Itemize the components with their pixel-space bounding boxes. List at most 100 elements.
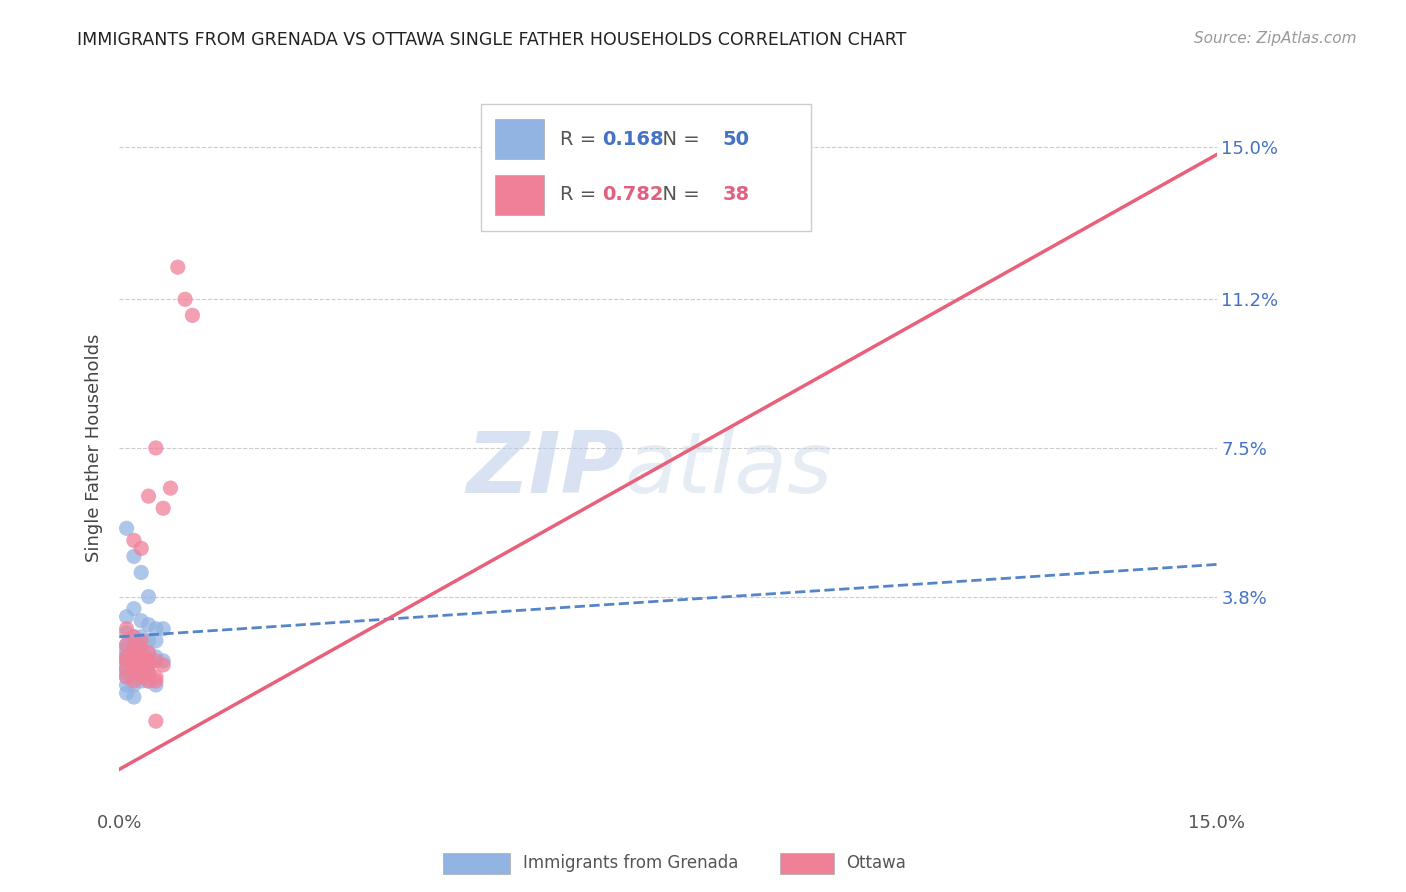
Point (129, 649, 152, 664)
Point (115, 638, 138, 652)
Point (138, 590, 160, 604)
Point (115, 662, 138, 676)
Point (145, 441, 167, 455)
Point (115, 625, 138, 640)
Point (138, 489, 160, 503)
Point (138, 617, 160, 632)
Point (115, 654, 138, 668)
Text: N =: N = (651, 186, 706, 204)
Point (115, 609, 138, 624)
Point (145, 633, 167, 648)
Point (145, 673, 167, 688)
Point (138, 673, 160, 688)
Point (129, 649, 152, 664)
Point (122, 630, 145, 644)
Point (138, 673, 160, 688)
Point (166, 260, 188, 275)
Point (115, 678, 138, 692)
Point (129, 657, 152, 672)
Point (122, 630, 145, 644)
Point (122, 657, 145, 672)
FancyBboxPatch shape (495, 120, 544, 159)
Y-axis label: Single Father Households: Single Father Households (86, 334, 103, 562)
Point (138, 657, 160, 672)
Text: R =: R = (561, 186, 603, 204)
Point (145, 649, 167, 664)
Point (138, 646, 160, 660)
Point (129, 541, 152, 556)
Point (138, 665, 160, 680)
Point (138, 654, 160, 668)
Point (152, 654, 174, 668)
Point (145, 678, 167, 692)
Point (115, 670, 138, 684)
Point (115, 654, 138, 668)
Point (181, 309, 204, 323)
Text: Ottawa: Ottawa (846, 855, 907, 872)
Point (115, 662, 138, 676)
Point (129, 665, 152, 680)
Point (115, 686, 138, 700)
Point (145, 670, 167, 684)
Point (122, 670, 145, 684)
Text: 0.782: 0.782 (602, 186, 664, 204)
Point (138, 654, 160, 668)
Text: Immigrants from Grenada: Immigrants from Grenada (523, 855, 738, 872)
Text: IMMIGRANTS FROM GRENADA VS OTTAWA SINGLE FATHER HOUSEHOLDS CORRELATION CHART: IMMIGRANTS FROM GRENADA VS OTTAWA SINGLE… (77, 31, 907, 49)
Point (122, 690, 145, 704)
Point (115, 638, 138, 652)
Point (115, 646, 138, 660)
Point (138, 646, 160, 660)
Point (115, 521, 138, 535)
Point (122, 654, 145, 668)
Point (159, 481, 181, 495)
Point (122, 641, 145, 656)
Text: 50: 50 (723, 129, 749, 149)
Point (145, 654, 167, 668)
Point (115, 622, 138, 636)
Text: 0.168: 0.168 (602, 129, 664, 149)
Point (174, 293, 197, 307)
Point (122, 646, 145, 660)
FancyBboxPatch shape (495, 175, 544, 215)
Text: ZIP: ZIP (467, 428, 624, 511)
Point (115, 641, 138, 656)
Point (122, 601, 145, 615)
Point (122, 662, 145, 676)
Point (129, 638, 152, 652)
Point (115, 649, 138, 664)
Point (122, 673, 145, 688)
Text: Source: ZipAtlas.com: Source: ZipAtlas.com (1194, 31, 1357, 46)
Point (129, 614, 152, 628)
Point (152, 657, 174, 672)
Point (129, 665, 152, 680)
Point (129, 630, 152, 644)
Point (115, 649, 138, 664)
Point (115, 657, 138, 672)
Point (122, 657, 145, 672)
Point (129, 673, 152, 688)
Point (129, 641, 152, 656)
Text: 38: 38 (723, 186, 749, 204)
Point (138, 633, 160, 648)
Point (138, 665, 160, 680)
Point (138, 657, 160, 672)
Point (122, 654, 145, 668)
Point (152, 622, 174, 636)
Point (122, 638, 145, 652)
Point (129, 657, 152, 672)
Point (129, 654, 152, 668)
Point (129, 633, 152, 648)
Point (122, 549, 145, 564)
Point (145, 714, 167, 728)
Point (115, 665, 138, 680)
Point (145, 622, 167, 636)
Point (152, 501, 174, 516)
FancyBboxPatch shape (481, 104, 810, 231)
Point (122, 641, 145, 656)
Point (115, 670, 138, 684)
Point (122, 678, 145, 692)
Point (129, 566, 152, 580)
Text: R =: R = (561, 129, 603, 149)
Point (129, 670, 152, 684)
